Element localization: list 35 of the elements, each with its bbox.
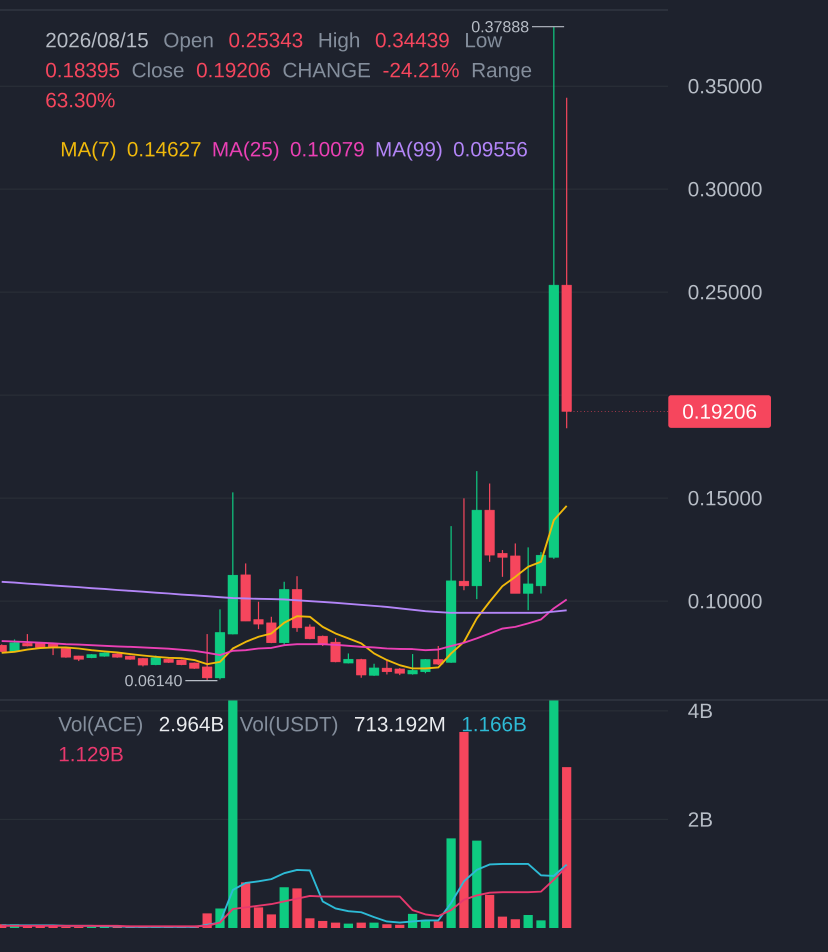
- annotation: 0.14627: [128, 142, 201, 157]
- annotation: Close: [132, 62, 184, 78]
- annotation: Vol(USDT): [240, 716, 338, 736]
- annotation: 0.34439: [376, 32, 449, 48]
- annotation: Range: [472, 63, 532, 82]
- annotation: Open: [164, 32, 213, 52]
- y-tick-label: 0.30000: [688, 182, 762, 197]
- annotation: 0.19206: [196, 62, 270, 78]
- text: MA(99): [376, 141, 442, 161]
- annotation: 2.964B: [160, 716, 224, 732]
- y-tick-label: 2B: [688, 812, 712, 827]
- annotation: 0.09556: [454, 142, 527, 157]
- text: MA(25): [214, 141, 278, 161]
- text: 2026/08/15: [46, 32, 148, 48]
- annotation: 0.18395: [46, 62, 120, 78]
- annotation: 0.25343: [229, 32, 302, 48]
- annotation: Low: [466, 33, 502, 48]
- y-tick-label: 0.35000: [688, 78, 762, 94]
- y-tick-label: 0.25000: [688, 284, 762, 300]
- annotation: CHANGE: [284, 62, 370, 78]
- ref-line-label: 0.19206: [683, 404, 756, 419]
- annotation: 0.06140: [125, 674, 182, 686]
- annotation: 0.10079: [290, 142, 364, 157]
- text: MA(7): [62, 141, 116, 161]
- annotation: High: [320, 32, 360, 52]
- text: Vol(ACE): [58, 716, 142, 736]
- annotation: 1.166B: [462, 716, 526, 732]
- annotation: 713.192M: [354, 716, 444, 732]
- annotation: 0.37888: [472, 21, 528, 32]
- annotation: 1.129B: [60, 746, 123, 762]
- y-tick-label: 0.10000: [688, 594, 762, 608]
- annotation: 63.30%: [46, 92, 115, 108]
- y-tick-label: 0.15000: [688, 490, 762, 506]
- annotation: -24.21%: [383, 62, 459, 78]
- y-tick-label: 4B: [688, 704, 712, 718]
